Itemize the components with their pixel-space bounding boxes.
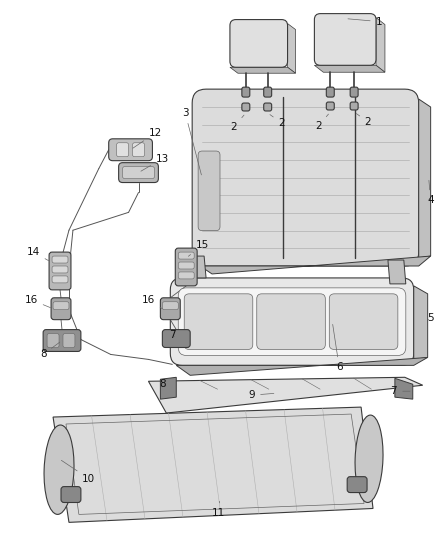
FancyBboxPatch shape [53, 302, 69, 310]
Polygon shape [288, 23, 296, 73]
FancyBboxPatch shape [326, 87, 334, 97]
FancyBboxPatch shape [314, 14, 376, 65]
FancyBboxPatch shape [117, 143, 129, 157]
Text: 15: 15 [188, 240, 209, 256]
Text: 12: 12 [133, 128, 162, 148]
FancyBboxPatch shape [49, 252, 71, 290]
Text: 3: 3 [182, 108, 201, 175]
FancyBboxPatch shape [326, 102, 334, 110]
FancyBboxPatch shape [133, 143, 145, 157]
Polygon shape [230, 67, 296, 73]
Polygon shape [160, 377, 176, 399]
Text: 2: 2 [230, 115, 244, 132]
Text: 7: 7 [391, 386, 410, 396]
Text: 16: 16 [142, 295, 162, 309]
Polygon shape [314, 65, 385, 72]
FancyBboxPatch shape [178, 288, 406, 356]
Polygon shape [176, 358, 427, 375]
FancyBboxPatch shape [347, 477, 367, 492]
FancyBboxPatch shape [52, 256, 68, 263]
Text: 8: 8 [40, 342, 60, 359]
Ellipse shape [355, 415, 383, 503]
Polygon shape [419, 99, 431, 258]
FancyBboxPatch shape [178, 272, 194, 279]
FancyBboxPatch shape [178, 252, 194, 259]
FancyBboxPatch shape [51, 298, 71, 320]
Text: 11: 11 [212, 501, 225, 519]
FancyBboxPatch shape [175, 248, 197, 286]
Text: 2: 2 [357, 114, 371, 127]
FancyBboxPatch shape [52, 276, 68, 283]
Text: 7: 7 [169, 329, 176, 340]
FancyBboxPatch shape [264, 87, 272, 97]
Text: 8: 8 [159, 379, 166, 389]
Text: 5: 5 [427, 313, 434, 322]
Polygon shape [395, 378, 413, 399]
Text: 9: 9 [248, 390, 274, 400]
Text: 13: 13 [141, 154, 169, 171]
Text: 6: 6 [333, 325, 343, 373]
Polygon shape [376, 18, 385, 72]
Ellipse shape [44, 425, 74, 514]
FancyBboxPatch shape [178, 262, 194, 269]
FancyBboxPatch shape [160, 298, 180, 320]
Text: 14: 14 [27, 247, 49, 261]
FancyBboxPatch shape [184, 294, 253, 350]
Polygon shape [200, 256, 431, 274]
FancyBboxPatch shape [230, 20, 288, 67]
FancyBboxPatch shape [162, 302, 178, 310]
FancyBboxPatch shape [242, 87, 250, 97]
FancyBboxPatch shape [43, 329, 81, 351]
FancyBboxPatch shape [242, 103, 250, 111]
FancyBboxPatch shape [162, 329, 190, 348]
FancyBboxPatch shape [264, 103, 272, 111]
FancyBboxPatch shape [61, 487, 81, 503]
FancyBboxPatch shape [350, 87, 358, 97]
Text: 16: 16 [25, 295, 50, 308]
Text: 4: 4 [427, 180, 434, 205]
Polygon shape [148, 377, 423, 413]
FancyBboxPatch shape [350, 102, 358, 110]
Text: 2: 2 [315, 114, 328, 131]
FancyBboxPatch shape [63, 334, 75, 348]
FancyBboxPatch shape [52, 266, 68, 273]
FancyBboxPatch shape [170, 278, 414, 365]
Polygon shape [184, 256, 206, 278]
FancyBboxPatch shape [198, 151, 220, 231]
Polygon shape [53, 407, 373, 522]
FancyBboxPatch shape [119, 163, 159, 182]
FancyBboxPatch shape [257, 294, 325, 350]
Text: 1: 1 [348, 17, 382, 27]
Text: 10: 10 [61, 461, 95, 483]
Text: 2: 2 [270, 115, 285, 128]
FancyBboxPatch shape [329, 294, 398, 350]
FancyBboxPatch shape [192, 89, 419, 266]
FancyBboxPatch shape [109, 139, 152, 160]
FancyBboxPatch shape [47, 334, 59, 348]
Polygon shape [414, 286, 427, 359]
Polygon shape [388, 260, 406, 284]
FancyBboxPatch shape [123, 167, 155, 179]
